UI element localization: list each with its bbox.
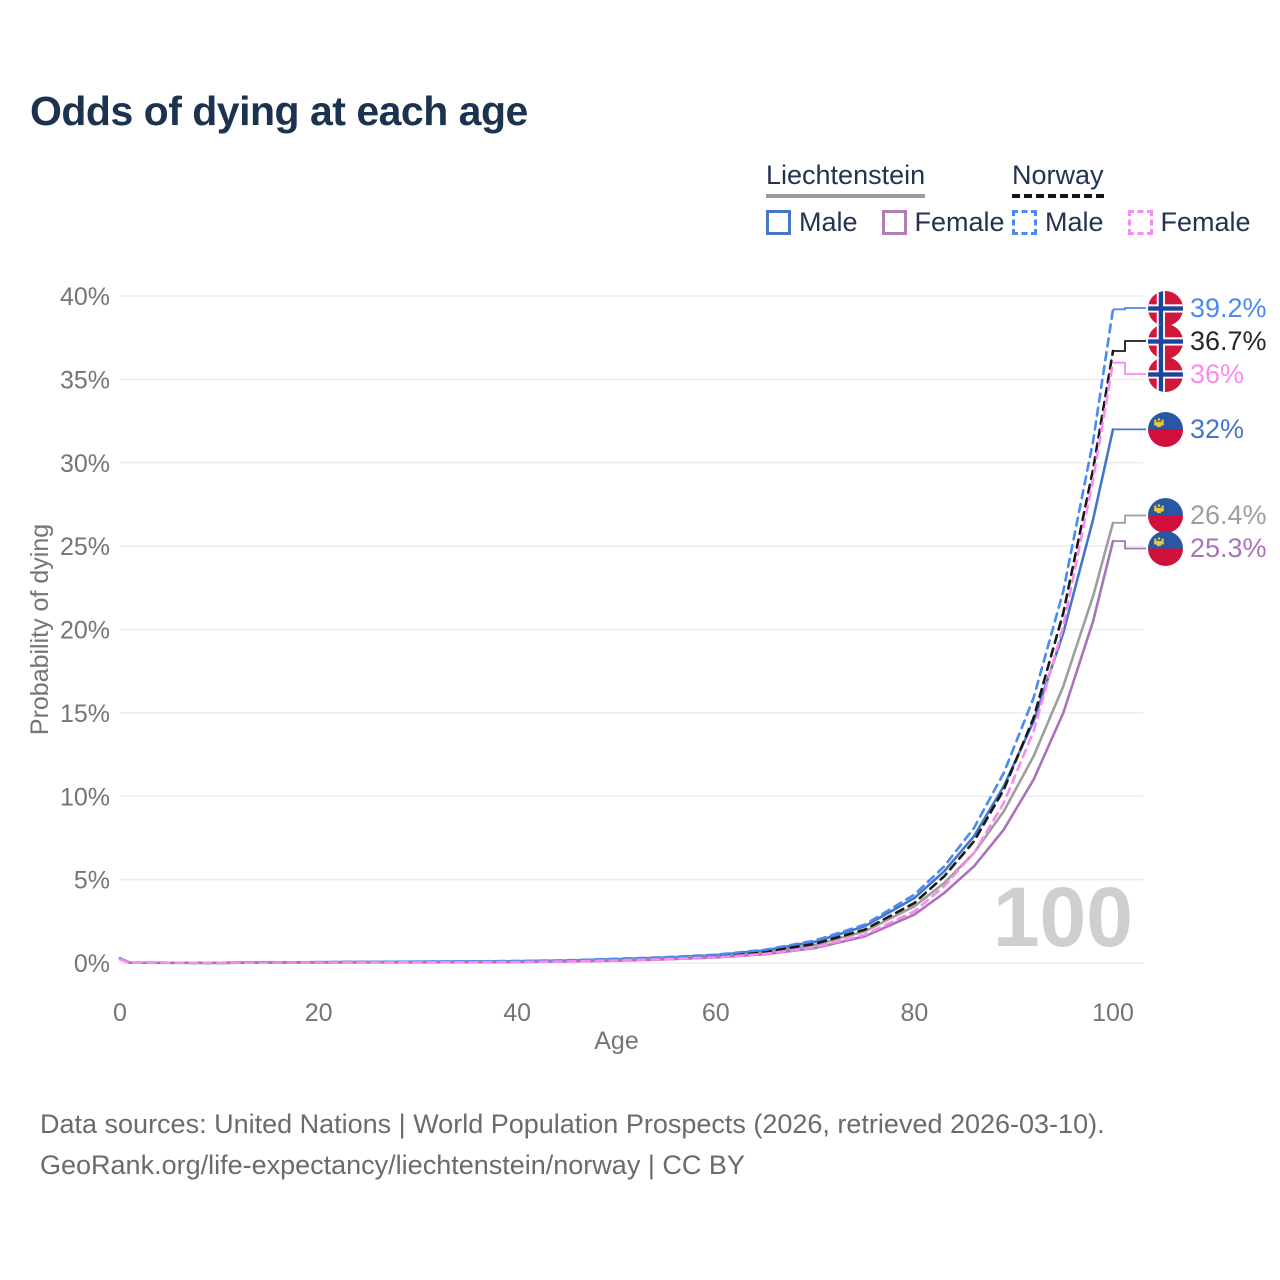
y-tick-label: 0% [74, 950, 110, 978]
legend-item-label: Female [1160, 207, 1251, 237]
legend-group-liechtenstein: Liechtenstein Male Female [766, 160, 1005, 238]
x-tick-label: 20 [305, 999, 333, 1027]
y-tick-label: 40% [60, 283, 110, 311]
footer: Data sources: United Nations | World Pop… [40, 1104, 1105, 1186]
y-tick-label: 10% [60, 783, 110, 811]
y-tick-label: 20% [60, 617, 110, 645]
curve-liechtenstein-female[interactable] [118, 539, 1115, 965]
female-dashed-line-swatch-icon [1127, 210, 1153, 235]
legend-group-norway: Norway Male Female [1012, 160, 1251, 238]
legend-item-norway-male[interactable]: Male [1012, 207, 1104, 238]
male-dashed-line-swatch-icon [1012, 210, 1037, 235]
curve-norway-female[interactable] [118, 361, 1115, 965]
x-tick-label: 80 [900, 999, 928, 1027]
legend-country-liechtenstein[interactable]: Liechtenstein [766, 160, 926, 198]
y-tick-label: 25% [60, 533, 110, 561]
attribution-line: GeoRank.org/life-expectancy/liechtenstei… [40, 1150, 745, 1180]
legend: Liechtenstein Male Female Norway Male [766, 160, 1251, 240]
x-tick-label: 60 [702, 999, 730, 1027]
female-line-swatch-icon [881, 210, 907, 235]
end-label-connector [1113, 307, 1146, 311]
end-label-connector [1113, 514, 1146, 524]
legend-item-norway-female[interactable]: Female [1127, 207, 1251, 238]
end-label-connector [1113, 361, 1146, 375]
curve-norway-all[interactable] [118, 349, 1115, 965]
legend-item-label: Male [1045, 207, 1104, 237]
legend-item-label: Male [799, 207, 858, 237]
male-line-swatch-icon [766, 210, 791, 235]
hover-age-watermark: 100 [993, 870, 1133, 964]
legend-item-label: Female [914, 207, 1005, 237]
y-tick-label: 35% [60, 366, 110, 394]
y-tick-label: 30% [60, 450, 110, 478]
end-label-connector [1113, 340, 1146, 352]
x-tick-label: 100 [1092, 999, 1134, 1027]
legend-item-liechtenstein-female[interactable]: Female [881, 207, 1005, 238]
y-tick-label: 5% [74, 867, 110, 895]
x-axis-title: Age [594, 1027, 638, 1055]
end-label-connector [1113, 540, 1146, 550]
x-tick-label: 0 [113, 999, 127, 1027]
page-title: Odds of dying at each age [30, 88, 528, 134]
data-sources-line: Data sources: United Nations | World Pop… [40, 1109, 1105, 1139]
y-axis-title: Probability of dying [26, 524, 54, 735]
y-tick-label: 15% [60, 700, 110, 728]
curve-liechtenstein-all[interactable] [118, 521, 1115, 965]
x-tick-label: 40 [503, 999, 531, 1027]
curve-liechtenstein-male[interactable] [118, 428, 1115, 965]
legend-item-liechtenstein-male[interactable]: Male [766, 207, 858, 238]
legend-country-norway[interactable]: Norway [1012, 160, 1104, 198]
